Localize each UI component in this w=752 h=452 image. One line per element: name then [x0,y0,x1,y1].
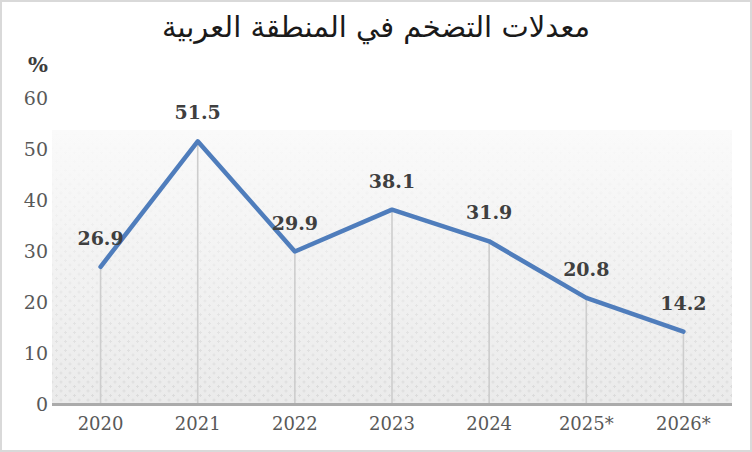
x-tick-label: 2025* [541,412,631,436]
y-tick-label: 40 [2,189,48,211]
x-tick-label: 2026* [638,412,728,436]
x-tick-label: 2022 [250,412,340,436]
y-tick-label: 50 [2,138,48,160]
x-tick-label: 2021 [153,412,243,436]
y-tick-label: 10 [2,342,48,364]
y-tick-label: 20 [2,291,48,313]
data-label: 14.2 [635,292,731,314]
chart-frame: معدلات التضخم في المنطقة العربية % 01020… [0,0,752,452]
y-tick-label: 0 [2,393,48,415]
data-label: 20.8 [538,258,634,280]
y-tick-label: 60 [2,87,48,109]
x-tick-label: 2023 [347,412,437,436]
x-tick-label: 2024 [444,412,534,436]
data-label: 29.9 [247,212,343,234]
y-tick-label: 30 [2,240,48,262]
data-label: 38.1 [344,170,440,192]
data-label: 31.9 [441,201,537,223]
data-label: 26.9 [53,227,149,249]
x-tick-label: 2020 [56,412,146,436]
x-axis-line [52,403,732,406]
data-label: 51.5 [150,101,246,123]
